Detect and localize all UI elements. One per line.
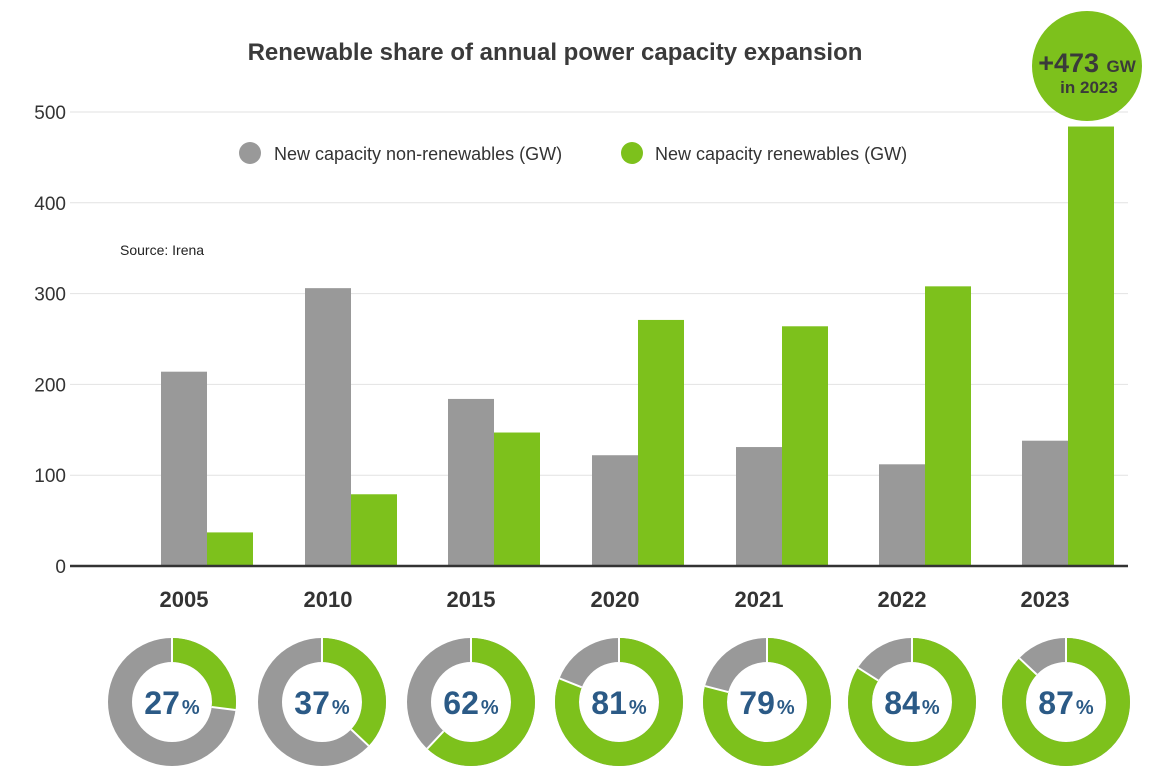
legend-label-renewables: New capacity renewables (GW): [655, 144, 907, 164]
donut-percent-label: 87%: [1038, 685, 1094, 721]
legend-swatch-non-renewables: [239, 142, 261, 164]
donut-percent-value: 27: [144, 685, 180, 721]
bar-non-renewables: [592, 455, 638, 566]
donut-percent-value: 37: [294, 685, 330, 721]
bar-renewables: [638, 319, 684, 566]
share-donut: 84%: [848, 638, 976, 766]
y-tick-label: 100: [34, 466, 66, 487]
donut-percent-label: 27%: [144, 685, 200, 721]
y-tick-label: 300: [34, 285, 66, 306]
donut-percent-value: 79: [739, 685, 775, 721]
donut-percent-value: 84: [884, 685, 920, 721]
bar-renewables: [925, 286, 971, 566]
donut-separator: [857, 666, 879, 682]
bar-non-renewables: [1022, 440, 1068, 566]
donut-percent-value: 81: [591, 685, 627, 721]
bar-renewables: [351, 494, 397, 566]
bars: [161, 126, 1114, 566]
bar-renewables: [1068, 126, 1114, 566]
donut-percent-symbol: %: [1076, 697, 1094, 719]
donut-percent-symbol: %: [629, 697, 647, 719]
bar-non-renewables: [448, 398, 494, 566]
donut-percent-symbol: %: [332, 697, 350, 719]
highlight-badge-circle: [1032, 11, 1142, 121]
x-tick-label: 2015: [447, 587, 496, 612]
donut-percent-label: 37%: [294, 685, 350, 721]
highlight-value: +473: [1038, 48, 1099, 78]
donut-separator: [1018, 657, 1038, 676]
donut-percent-symbol: %: [922, 697, 940, 719]
bar-non-renewables: [736, 447, 782, 566]
legend-label-non-renewables: New capacity non-renewables (GW): [274, 144, 562, 164]
share-donuts: 27% 37% 62% 81% 79% 84% 87%: [108, 638, 1130, 766]
donut-percent-symbol: %: [777, 697, 795, 719]
donut-separator: [426, 730, 445, 750]
bar-non-renewables: [305, 288, 351, 566]
bar-non-renewables: [161, 371, 207, 566]
x-tick-label: 2022: [878, 587, 927, 612]
highlight-badge-value-line: +473 GW: [1038, 48, 1137, 78]
bar-renewables: [782, 326, 828, 566]
x-axis-ticks: 2005 2010 2015 2020 2021 2022 2023: [160, 587, 1070, 612]
donut-separator: [211, 706, 236, 712]
donut-percent-value: 62: [443, 685, 479, 721]
donut-percent-label: 81%: [591, 685, 647, 721]
bar-renewables: [494, 432, 540, 566]
x-tick-label: 2010: [304, 587, 353, 612]
y-tick-label: 500: [34, 103, 66, 124]
donut-separator: [704, 685, 729, 694]
share-donut: 79%: [703, 638, 831, 766]
donut-percent-symbol: %: [481, 697, 499, 719]
share-donut: 27%: [108, 638, 236, 766]
highlight-badge: +473 GW in 2023: [1032, 11, 1142, 121]
donut-percent-label: 84%: [884, 685, 940, 721]
donut-percent-label: 62%: [443, 685, 499, 721]
donut-percent-label: 79%: [739, 685, 795, 721]
x-tick-label: 2020: [591, 587, 640, 612]
donut-percent-symbol: %: [182, 697, 200, 719]
y-tick-label: 400: [34, 194, 66, 215]
highlight-label: in 2023: [1060, 78, 1118, 97]
share-donut: 62%: [407, 638, 535, 766]
legend-swatch-renewables: [621, 142, 643, 164]
y-tick-label: 200: [34, 375, 66, 396]
share-donut: 37%: [258, 638, 386, 766]
share-donut: 87%: [1002, 638, 1130, 766]
y-tick-label: 0: [55, 557, 66, 578]
highlight-unit: GW: [1107, 57, 1137, 76]
share-donut: 81%: [555, 638, 683, 766]
chart-title: Renewable share of annual power capacity…: [248, 39, 863, 66]
x-tick-label: 2021: [735, 587, 784, 612]
donut-percent-value: 87: [1038, 685, 1074, 721]
bar-non-renewables: [879, 464, 925, 566]
source-note: Source: Irena: [120, 242, 204, 258]
donut-separator: [559, 677, 583, 689]
legend: New capacity non-renewables (GW) New cap…: [239, 142, 907, 164]
y-axis-ticks: 0 100 200 300 400 500: [34, 103, 66, 578]
donut-separator: [350, 728, 370, 747]
bar-renewables: [207, 532, 253, 566]
x-tick-label: 2023: [1021, 587, 1070, 612]
x-tick-label: 2005: [160, 587, 209, 612]
